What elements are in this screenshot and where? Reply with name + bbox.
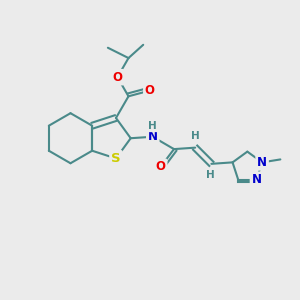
Text: S: S: [111, 152, 121, 165]
Text: O: O: [112, 71, 122, 84]
Text: N: N: [257, 156, 267, 169]
Text: N: N: [251, 173, 262, 186]
Text: H: H: [206, 170, 214, 180]
Text: O: O: [156, 160, 166, 173]
Text: H: H: [148, 121, 157, 130]
Text: N: N: [148, 130, 158, 143]
Text: H: H: [191, 131, 200, 142]
Text: O: O: [145, 84, 155, 97]
